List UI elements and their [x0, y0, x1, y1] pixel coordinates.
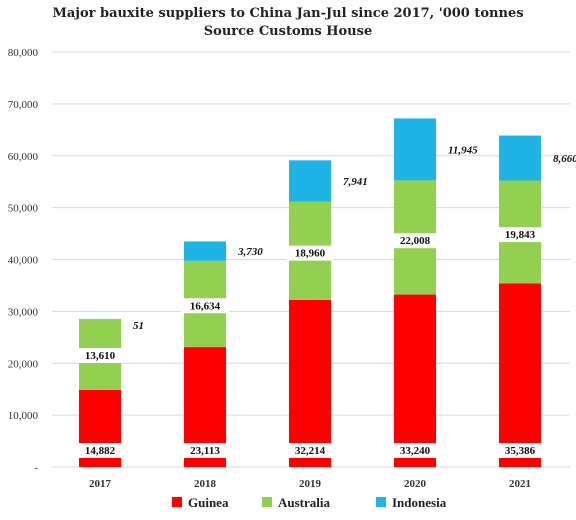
- data-label-box: [391, 233, 439, 249]
- legend-swatch-indonesia: [376, 497, 386, 507]
- data-label-indonesia: 11,945: [448, 144, 478, 156]
- data-label-box: [496, 227, 544, 243]
- data-label-guinea: 14,882: [85, 445, 116, 457]
- data-label-guinea: 32,214: [295, 445, 326, 457]
- data-label-guinea: 35,386: [505, 445, 536, 457]
- data-label-australia: 22,008: [400, 235, 431, 247]
- data-label-box: [286, 245, 334, 261]
- chart-subtitle: Source Customs House: [203, 24, 373, 39]
- bar-guinea-2019: [289, 299, 331, 467]
- bar-indonesia-2021: [499, 135, 541, 181]
- data-label-box: [286, 443, 334, 458]
- data-label-indonesia: 7,941: [343, 176, 368, 188]
- x-tick-label: 2018: [194, 478, 217, 490]
- y-tick-label: 40,000: [8, 255, 39, 267]
- data-label-australia: 13,610: [85, 350, 116, 362]
- bar-indonesia-2018: [184, 241, 226, 261]
- bar-indonesia-2019: [289, 160, 331, 202]
- y-tick-label: 20,000: [8, 358, 39, 370]
- data-label-box: [76, 443, 124, 458]
- data-label-australia: 19,843: [505, 229, 536, 241]
- data-label-guinea: 23,113: [190, 445, 220, 457]
- legend-swatch-guinea: [172, 497, 182, 507]
- bar-guinea-2020: [394, 294, 436, 467]
- y-tick-label: 70,000: [8, 99, 39, 111]
- y-tick-label: 80,000: [8, 47, 39, 59]
- data-label-guinea: 33,240: [400, 445, 431, 457]
- x-tick-label: 2020: [404, 478, 427, 490]
- bar-indonesia-2020: [394, 118, 436, 181]
- data-label-box: [181, 443, 229, 458]
- legend-label-australia: Australia: [278, 495, 331, 510]
- data-label-box: [181, 298, 229, 314]
- y-tick-label: 50,000: [8, 203, 39, 215]
- legend-swatch-australia: [262, 497, 272, 507]
- data-label-australia: 16,634: [190, 300, 221, 312]
- y-tick-label: -: [34, 462, 38, 474]
- data-label-indonesia: 8,660: [553, 153, 576, 165]
- y-tick-label: 60,000: [8, 151, 39, 163]
- chart-title: Major bauxite suppliers to China Jan-Jul…: [52, 6, 524, 21]
- bar-guinea-2021: [499, 283, 541, 467]
- y-tick-label: 30,000: [8, 306, 39, 318]
- legend-label-indonesia: Indonesia: [392, 495, 447, 510]
- x-tick-label: 2017: [89, 478, 112, 490]
- data-label-australia: 18,960: [295, 248, 326, 260]
- data-label-box: [76, 348, 124, 364]
- legend-label-guinea: Guinea: [188, 495, 229, 510]
- data-label-box: [496, 443, 544, 458]
- x-tick-label: 2019: [299, 478, 322, 490]
- data-label-box: [391, 443, 439, 458]
- data-label-indonesia: 3,730: [237, 246, 263, 258]
- y-tick-label: 10,000: [8, 410, 39, 422]
- data-label-indonesia: 51: [133, 320, 144, 332]
- x-tick-label: 2021: [509, 478, 531, 490]
